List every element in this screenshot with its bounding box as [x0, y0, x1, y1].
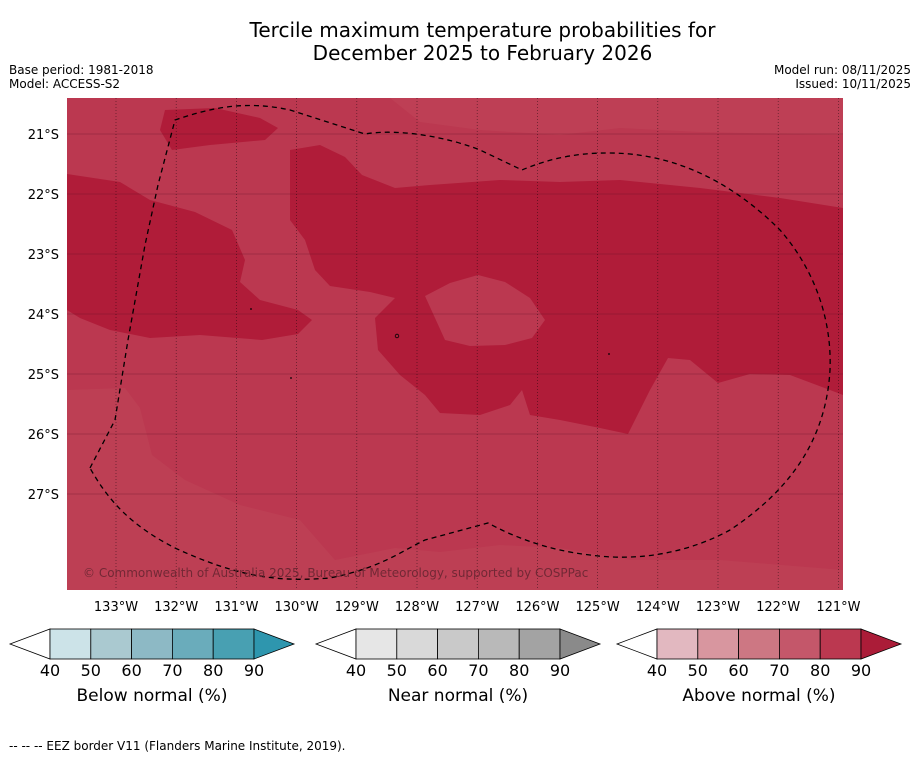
colorbar-segment	[477, 628, 520, 660]
island-marker	[608, 353, 610, 355]
colorbar-tick-label: 90	[851, 661, 871, 680]
lon-label: 123°W	[696, 600, 740, 615]
lon-label: 124°W	[636, 600, 680, 615]
colorbar-tick-label: 40	[346, 661, 366, 680]
colorbar-tick-label: 60	[427, 661, 447, 680]
colorbar-segment	[738, 628, 780, 660]
colorbar-segment	[212, 628, 255, 660]
model-name: Model: ACCESS-S2	[9, 77, 121, 91]
issued-date: Issued: 10/11/2025	[795, 77, 911, 91]
island-marker	[290, 377, 292, 379]
colorbar-tick-label: 50	[688, 661, 708, 680]
lon-label: 121°W	[816, 600, 860, 615]
colorbar-segment	[779, 628, 821, 660]
lat-label: 27°S	[28, 488, 59, 503]
colorbar-segment	[90, 628, 133, 660]
colorbar-tick-label: 50	[81, 661, 101, 680]
colorbar-segment	[819, 628, 862, 660]
region-lighter-southwest	[67, 388, 843, 590]
eez-border	[89, 104, 831, 580]
colorbar-extend-low	[314, 628, 357, 660]
colorbar-segment	[518, 628, 561, 660]
colorbar-segment	[396, 628, 438, 660]
colorbar-segment	[49, 628, 92, 660]
colorbar-extend-high	[559, 628, 602, 660]
lon-label: 131°W	[214, 600, 258, 615]
colorbar-tick-label: 70	[468, 661, 488, 680]
lat-label: 21°S	[28, 128, 59, 143]
colorbar-tick-label: 90	[244, 661, 264, 680]
colorbars: 40 50 60 70 80 90 40 50 60 70 80 90 40 50 60 70 80 90	[8, 628, 903, 680]
region-90-north	[160, 108, 278, 150]
lon-label: 128°W	[395, 600, 439, 615]
eez-footnote: -- -- -- EEZ border V11 (Flanders Marine…	[9, 739, 346, 753]
lon-label: 125°W	[576, 600, 620, 615]
lat-label: 23°S	[28, 248, 59, 263]
colorbar-segment	[355, 628, 398, 660]
colorbar-tick-label: 80	[509, 661, 529, 680]
below-normal-label: Below normal (%)	[76, 686, 228, 706]
region-80-hole	[425, 275, 545, 346]
colorbar-extend-low	[615, 628, 658, 660]
region-90-central	[290, 145, 843, 434]
above-normal-label: Above normal (%)	[682, 686, 836, 706]
meta-right: Model run: 08/11/2025 Issued: 10/11/2025	[774, 63, 911, 91]
colorbar-tick-label: 70	[769, 661, 789, 680]
map-area: © Commonwealth of Australia 2025, Bureau…	[67, 98, 843, 590]
colorbar-tick-label: 60	[121, 661, 141, 680]
colorbar-extend-low	[8, 628, 51, 660]
lat-label: 22°S	[28, 188, 59, 203]
latitude-labels: 21°S 22°S 23°S 24°S 25°S 26°S 27°S	[28, 128, 59, 503]
colorbar-segment	[656, 628, 699, 660]
colorbar-segment	[697, 628, 739, 660]
colorbar-tick-label: 80	[203, 661, 223, 680]
model-run: Model run: 08/11/2025	[773, 63, 911, 77]
colorbar-extend-high	[253, 628, 296, 660]
colorbar-tick-label: 90	[550, 661, 570, 680]
colorbar-tick-label: 80	[810, 661, 830, 680]
colorbar-segment	[131, 628, 173, 660]
lon-label: 133°W	[94, 600, 138, 615]
lat-label: 26°S	[28, 428, 59, 443]
title-line-1: Tercile maximum temperature probabilitie…	[249, 18, 716, 42]
colorbar-extend-high	[860, 628, 903, 660]
near-normal-label: Near normal (%)	[387, 686, 529, 706]
colorbar-segment	[171, 628, 214, 660]
colorbar-tick-label: 40	[647, 661, 667, 680]
longitude-labels: 133°W 132°W 131°W 130°W 129°W 128°W 127°W 126°W…	[94, 600, 861, 615]
colorbar-below: 40 50 60 70 80 90	[8, 628, 296, 680]
region-lighter-north	[390, 98, 843, 135]
island-marker	[250, 308, 252, 310]
colorbar-segment	[437, 628, 479, 660]
lon-label: 130°W	[275, 600, 319, 615]
colorbar-tick-label: 40	[40, 661, 60, 680]
lat-label: 24°S	[28, 308, 59, 323]
lat-gridlines	[67, 133, 843, 495]
colorbar-near: 40 50 60 70 80 90	[314, 628, 602, 680]
lat-label: 25°S	[28, 368, 59, 383]
lon-label: 132°W	[154, 600, 198, 615]
region-90-west	[67, 174, 312, 340]
lon-label: 122°W	[756, 600, 800, 615]
copyright-text: © Commonwealth of Australia 2025, Bureau…	[83, 566, 588, 580]
colorbar-tick-label: 50	[387, 661, 407, 680]
map-title: Tercile maximum temperature probabilitie…	[0, 19, 919, 65]
island-marker	[394, 333, 400, 339]
lon-label: 126°W	[515, 600, 559, 615]
lon-label: 127°W	[455, 600, 499, 615]
meta-left: Base period: 1981-2018 Model: ACCESS-S2	[9, 63, 154, 91]
colorbar-tick-label: 70	[162, 661, 182, 680]
colorbar-above: 40 50 60 70 80 90	[615, 628, 903, 680]
lon-gridlines	[115, 98, 839, 590]
lon-label: 129°W	[335, 600, 379, 615]
title-line-2: December 2025 to February 2026	[312, 41, 653, 65]
colorbar-tick-label: 60	[728, 661, 748, 680]
base-period: Base period: 1981-2018	[9, 63, 154, 77]
